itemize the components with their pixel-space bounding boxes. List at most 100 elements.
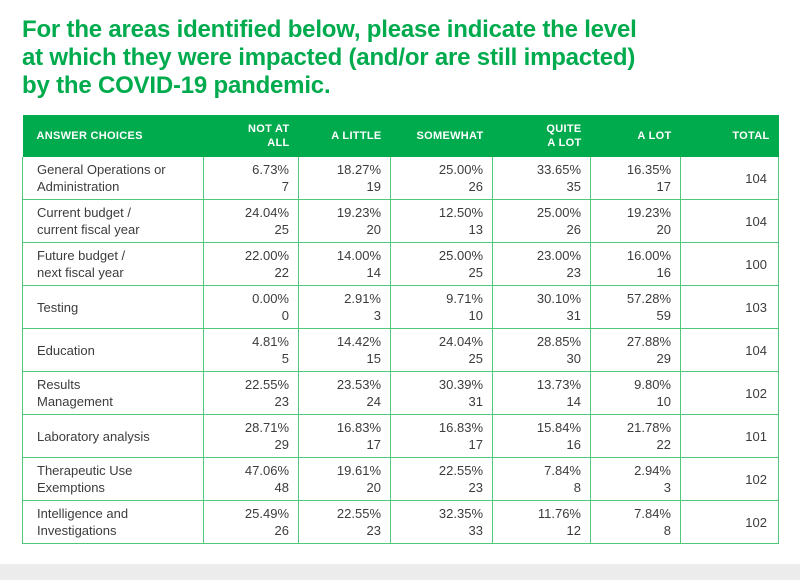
column-header-not-at-all: NOT AT ALL: [203, 115, 299, 157]
row-label: Future budget / next fiscal year: [22, 242, 204, 286]
count-value: 26: [274, 523, 289, 538]
table-row: Education 4.81% 5 14.42% 15 24.04% 25 28.85% 30 2…: [22, 328, 779, 372]
cell-not-at-all: 22.00% 22: [203, 242, 299, 286]
percent-value: 12.50%: [438, 205, 483, 220]
row-label: General Operations or Administration: [22, 157, 204, 200]
cell-a-lot: 16.00% 16: [590, 242, 681, 286]
results-table: ANSWER CHOICES NOT AT ALL A LITTLE SOMEW…: [22, 115, 779, 544]
count-value: 35: [566, 179, 581, 194]
cell-not-at-all: 4.81% 5: [203, 328, 299, 372]
count-value: 3: [663, 480, 671, 495]
cell-quite-a-lot: 33.65% 35: [492, 157, 591, 200]
count-value: 31: [566, 308, 581, 323]
percent-value: 7.84%: [544, 463, 581, 478]
row-label: Results Management: [22, 371, 204, 415]
percent-value: 9.80%: [634, 377, 671, 392]
percent-value: 19.23%: [336, 205, 381, 220]
count-value: 29: [656, 351, 671, 366]
percent-value: 23.53%: [336, 377, 381, 392]
percent-value: 16.83%: [438, 420, 483, 435]
percent-value: 22.55%: [244, 377, 289, 392]
cell-a-little: 23.53% 24: [298, 371, 391, 415]
total-value: 101: [680, 414, 779, 458]
count-value: 12: [566, 523, 581, 538]
percent-value: 18.27%: [336, 162, 381, 177]
count-value: 33: [468, 523, 483, 538]
cell-not-at-all: 25.49% 26: [203, 500, 299, 544]
count-value: 17: [366, 437, 381, 452]
total-value: 103: [680, 285, 779, 329]
percent-value: 16.35%: [626, 162, 671, 177]
cell-a-little: 2.91% 3: [298, 285, 391, 329]
table-row: Intelligence and Investigations 25.49% 26 2…: [22, 500, 779, 544]
column-header-a-little: A LITTLE: [298, 115, 391, 157]
column-header-answer-choices: ANSWER CHOICES: [22, 115, 204, 157]
cell-somewhat: 9.71% 10: [390, 285, 493, 329]
percent-value: 25.00%: [438, 162, 483, 177]
percent-value: 19.61%: [336, 463, 381, 478]
cell-quite-a-lot: 11.76% 12: [492, 500, 591, 544]
count-value: 48: [274, 480, 289, 495]
cell-a-lot: 2.94% 3: [590, 457, 681, 501]
table-row: Laboratory analysis 28.71% 29 16.83% 17 16.83…: [22, 414, 779, 458]
percent-value: 30.10%: [536, 291, 581, 306]
percent-value: 2.94%: [634, 463, 671, 478]
cell-not-at-all: 28.71% 29: [203, 414, 299, 458]
cell-somewhat: 32.35% 33: [390, 500, 493, 544]
percent-value: 14.00%: [336, 248, 381, 263]
row-label: Intelligence and Investigations: [22, 500, 204, 544]
count-value: 3: [373, 308, 381, 323]
column-header-quite-a-lot: QUITE A LOT: [492, 115, 591, 157]
cell-somewhat: 24.04% 25: [390, 328, 493, 372]
total-value: 104: [680, 199, 779, 243]
percent-value: 14.42%: [336, 334, 381, 349]
table-header: ANSWER CHOICES NOT AT ALL A LITTLE SOMEW…: [22, 115, 779, 157]
percent-value: 0.00%: [252, 291, 289, 306]
count-value: 5: [281, 351, 289, 366]
percent-value: 9.71%: [446, 291, 483, 306]
count-value: 24: [366, 394, 381, 409]
count-value: 8: [573, 480, 581, 495]
cell-a-little: 19.23% 20: [298, 199, 391, 243]
cell-not-at-all: 47.06% 48: [203, 457, 299, 501]
percent-value: 16.00%: [626, 248, 671, 263]
percent-value: 2.91%: [344, 291, 381, 306]
cell-quite-a-lot: 28.85% 30: [492, 328, 591, 372]
count-value: 7: [281, 179, 289, 194]
cell-quite-a-lot: 7.84% 8: [492, 457, 591, 501]
count-value: 26: [566, 222, 581, 237]
count-value: 17: [656, 179, 671, 194]
cell-quite-a-lot: 15.84% 16: [492, 414, 591, 458]
cell-a-lot: 7.84% 8: [590, 500, 681, 544]
count-value: 25: [274, 222, 289, 237]
percent-value: 30.39%: [438, 377, 483, 392]
percent-value: 28.85%: [536, 334, 581, 349]
row-label: Current budget / current fiscal year: [22, 199, 204, 243]
count-value: 20: [366, 222, 381, 237]
count-value: 0: [281, 308, 289, 323]
cell-somewhat: 25.00% 25: [390, 242, 493, 286]
cell-a-lot: 16.35% 17: [590, 157, 681, 200]
percent-value: 7.84%: [634, 506, 671, 521]
percent-value: 19.23%: [626, 205, 671, 220]
cell-a-lot: 19.23% 20: [590, 199, 681, 243]
cell-not-at-all: 24.04% 25: [203, 199, 299, 243]
table-row: Results Management 22.55% 23 23.53% 24 30.39%…: [22, 371, 779, 415]
count-value: 22: [656, 437, 671, 452]
count-value: 13: [468, 222, 483, 237]
count-value: 29: [274, 437, 289, 452]
total-value: 100: [680, 242, 779, 286]
cell-a-little: 16.83% 17: [298, 414, 391, 458]
count-value: 14: [366, 265, 381, 280]
column-header-somewhat: SOMEWHAT: [390, 115, 493, 157]
percent-value: 25.00%: [536, 205, 581, 220]
percent-value: 11.76%: [537, 506, 581, 521]
table-row: Therapeutic Use Exemptions 47.06% 48 19.61%…: [22, 457, 779, 501]
cell-a-little: 18.27% 19: [298, 157, 391, 200]
count-value: 19: [366, 179, 381, 194]
cell-somewhat: 12.50% 13: [390, 199, 493, 243]
table-row: Testing 0.00% 0 2.91% 3 9.71% 10 30.10% 31 57.28%…: [22, 285, 779, 329]
percent-value: 22.00%: [244, 248, 289, 263]
total-value: 102: [680, 500, 779, 544]
percent-value: 6.73%: [252, 162, 289, 177]
